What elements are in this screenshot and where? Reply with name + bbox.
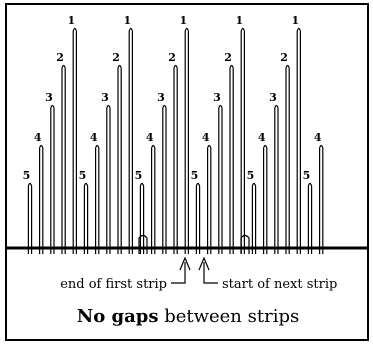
spike-number: 4 xyxy=(90,131,98,144)
spike-number: 1 xyxy=(291,14,299,27)
spike: 4 xyxy=(202,131,212,254)
spike: 4 xyxy=(34,131,44,254)
spike: 3 xyxy=(101,91,111,254)
spike: 2 xyxy=(168,51,178,254)
spike-number: 5 xyxy=(135,169,143,182)
spike-number: 4 xyxy=(202,131,210,144)
spike-number: 3 xyxy=(45,91,53,104)
end-of-strip-arrow xyxy=(171,256,191,284)
spike-number: 2 xyxy=(112,51,120,64)
spike-number: 1 xyxy=(67,14,75,27)
spikes-group: 5 4 3 2 1 5 4 3 2 1 5 4 3 2 1 5 4 3 2 1 5 4 3 2 1 5 4 xyxy=(23,14,324,254)
spike-number: 1 xyxy=(235,14,243,27)
spike: 4 xyxy=(258,131,268,254)
end-of-first-strip-label: end of first strip xyxy=(60,277,167,292)
spike: 2 xyxy=(112,51,122,254)
spike-number: 4 xyxy=(314,131,322,144)
spike: 1 xyxy=(67,14,77,254)
spike: 5 xyxy=(23,169,33,254)
spike: 1 xyxy=(179,14,189,254)
spike: 3 xyxy=(157,91,167,254)
spike: 1 xyxy=(235,14,245,254)
spike: 2 xyxy=(280,51,290,254)
spike-number: 4 xyxy=(146,131,154,144)
start-of-next-strip-label: start of next strip xyxy=(222,277,337,292)
spike-number: 3 xyxy=(157,91,165,104)
spike: 5 xyxy=(247,169,257,254)
strip-join-loop xyxy=(138,234,148,254)
spike-number: 5 xyxy=(23,169,31,182)
caption: No gaps between strips xyxy=(77,306,299,327)
spike: 2 xyxy=(56,51,66,254)
spike: 3 xyxy=(213,91,223,254)
spike: 3 xyxy=(45,91,55,254)
spike-number: 2 xyxy=(168,51,176,64)
spike-number: 4 xyxy=(34,131,42,144)
spike: 3 xyxy=(269,91,279,254)
spike: 5 xyxy=(303,169,313,254)
spike: 5 xyxy=(135,169,145,254)
spike-number: 3 xyxy=(101,91,109,104)
spike-number: 2 xyxy=(224,51,232,64)
spike-number: 5 xyxy=(191,169,199,182)
spike: 2 xyxy=(224,51,234,254)
spike: 1 xyxy=(291,14,301,254)
spike: 5 xyxy=(191,169,201,254)
spike-number: 2 xyxy=(56,51,64,64)
spike-number: 1 xyxy=(123,14,131,27)
spike-number: 3 xyxy=(213,91,221,104)
diagram-frame xyxy=(5,3,369,341)
start-of-strip-arrow xyxy=(198,256,218,284)
spike: 4 xyxy=(314,131,324,254)
strip-join-loop xyxy=(240,234,250,254)
spike-number: 4 xyxy=(258,131,266,144)
caption-bold: No gaps xyxy=(77,306,159,327)
spike-number: 5 xyxy=(303,169,311,182)
spike-number: 1 xyxy=(179,14,187,27)
spike-number: 2 xyxy=(280,51,288,64)
spike: 4 xyxy=(90,131,100,254)
spike-number: 5 xyxy=(247,169,255,182)
spike: 5 xyxy=(79,169,89,254)
caption-rest: between strips xyxy=(158,306,299,327)
spike-number: 5 xyxy=(79,169,87,182)
spike: 4 xyxy=(146,131,156,254)
spike: 1 xyxy=(123,14,133,254)
spike-number: 3 xyxy=(269,91,277,104)
